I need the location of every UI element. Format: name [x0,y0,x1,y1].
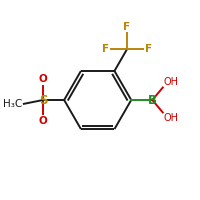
Text: O: O [39,116,47,126]
Text: B: B [148,94,157,106]
Text: OH: OH [164,113,179,123]
Text: O: O [39,74,47,84]
Text: H₃C: H₃C [3,99,22,109]
Text: OH: OH [164,77,179,87]
Text: F: F [123,22,130,32]
Text: F: F [102,44,109,54]
Text: F: F [145,44,152,54]
Text: S: S [39,94,47,106]
